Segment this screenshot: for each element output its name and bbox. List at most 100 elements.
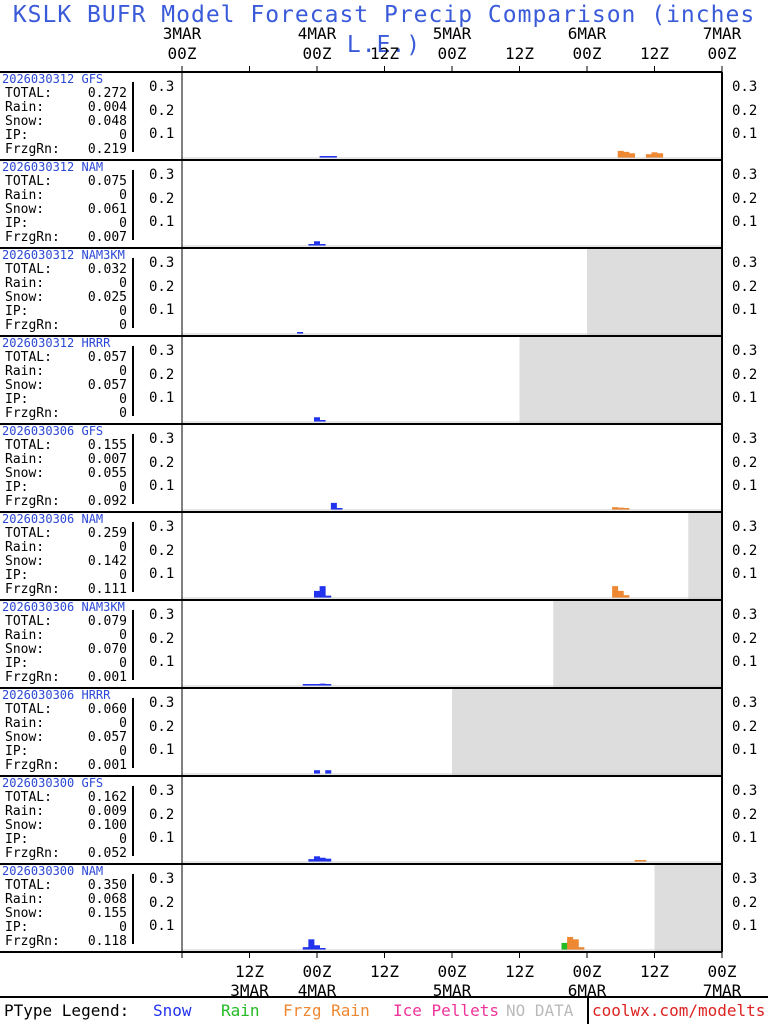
stat-value: 0.070 bbox=[87, 642, 127, 657]
y-tick-right: 0.3 bbox=[732, 254, 758, 271]
stat-value: 0 bbox=[119, 716, 127, 731]
stat-value: 0.001 bbox=[87, 758, 127, 773]
precip-bar bbox=[623, 595, 630, 598]
stat-label: FrzgRn: bbox=[5, 934, 60, 949]
stat-row-snow: Snow: 0.142 bbox=[5, 555, 127, 569]
stat-row-frzg: FrzgRn: 0.092 bbox=[5, 495, 127, 509]
stat-label: Rain: bbox=[5, 452, 45, 467]
precip-bar bbox=[302, 684, 309, 686]
stat-row-snow: Snow: 0.055 bbox=[5, 467, 127, 481]
y-tick-left: 0.3 bbox=[149, 254, 175, 271]
stat-label: Rain: bbox=[5, 540, 45, 555]
bottom-axis-date: 4MAR bbox=[297, 981, 337, 1000]
panel-run-label: 2026030306 NAM bbox=[2, 512, 104, 526]
stat-value: 0.068 bbox=[87, 892, 127, 907]
stat-value: 0 bbox=[119, 364, 127, 379]
stat-value: 0 bbox=[119, 392, 127, 407]
precip-bar bbox=[330, 156, 337, 158]
stat-label: Rain: bbox=[5, 716, 45, 731]
nodata-region bbox=[688, 512, 722, 600]
top-axis-time: 00Z bbox=[437, 44, 467, 63]
stat-row-frzg: FrzgRn: 0.111 bbox=[5, 583, 127, 597]
stat-label: IP: bbox=[5, 392, 29, 407]
y-tick-left: 0.3 bbox=[149, 782, 175, 799]
stat-row-frzg: FrzgRn: 0.001 bbox=[5, 759, 127, 773]
stat-label: TOTAL: bbox=[5, 262, 52, 277]
stat-row-rain: Rain: 0 bbox=[5, 541, 127, 555]
y-tick-right: 0.1 bbox=[732, 478, 758, 495]
y-tick-left: 0.2 bbox=[149, 278, 175, 295]
precip-bar bbox=[302, 947, 309, 950]
stat-value: 0 bbox=[119, 480, 127, 495]
panel-run-label: 2026030306 NAM3KM bbox=[2, 600, 125, 614]
stat-label: TOTAL: bbox=[5, 350, 52, 365]
stat-row-ip: IP: 0 bbox=[5, 481, 127, 495]
y-tick-right: 0.3 bbox=[732, 430, 758, 447]
bottom-axis-time: 12Z bbox=[235, 962, 264, 981]
panel-run-label: 2026030312 NAM3KM bbox=[2, 248, 125, 262]
y-tick-right: 0.1 bbox=[732, 302, 758, 319]
stat-row-frzg: FrzgRn: 0.052 bbox=[5, 847, 127, 861]
precip-bar bbox=[623, 151, 630, 158]
stat-row-snow: Snow: 0.048 bbox=[5, 115, 127, 129]
precip-bar bbox=[319, 683, 326, 686]
precip-bar bbox=[330, 502, 337, 510]
y-tick-right: 0.2 bbox=[732, 278, 758, 295]
y-tick-right: 0.2 bbox=[732, 454, 758, 471]
top-axis-date: 7MAR bbox=[702, 24, 742, 43]
stat-value: 0.350 bbox=[87, 878, 127, 893]
stat-value: 0.048 bbox=[87, 114, 127, 129]
top-axis-date: 6MAR bbox=[567, 24, 607, 43]
precip-bar bbox=[314, 770, 320, 774]
y-tick-right: 0.3 bbox=[732, 870, 758, 887]
bottom-axis-date: 7MAR bbox=[702, 981, 742, 1000]
precip-bar bbox=[612, 586, 619, 598]
stat-value: 0.219 bbox=[87, 142, 127, 157]
y-tick-left: 0.3 bbox=[149, 694, 175, 711]
stat-value: 0.100 bbox=[87, 818, 127, 833]
y-tick-right: 0.3 bbox=[732, 694, 758, 711]
bottom-axis-time: 12Z bbox=[505, 962, 534, 981]
stat-value: 0.004 bbox=[87, 100, 127, 115]
stat-label: TOTAL: bbox=[5, 878, 52, 893]
stat-value: 0 bbox=[119, 628, 127, 643]
y-tick-left: 0.1 bbox=[149, 478, 175, 495]
panel-run-label: 2026030306 GFS bbox=[2, 424, 104, 438]
bottom-axis-date: 3MAR bbox=[230, 981, 269, 1000]
stat-value: 0.155 bbox=[87, 438, 127, 453]
stat-value: 0.057 bbox=[87, 378, 127, 393]
y-tick-right: 0.3 bbox=[732, 342, 758, 359]
panel-run-label: 2026030300 NAM bbox=[2, 864, 104, 878]
y-tick-left: 0.1 bbox=[149, 830, 175, 847]
nodata-region bbox=[452, 688, 722, 776]
stat-row-total: TOTAL: 0.075 bbox=[5, 175, 127, 189]
precip-bar bbox=[319, 857, 326, 862]
site-link[interactable]: coolwx.com/modelts bbox=[592, 1001, 766, 1020]
top-axis-date: 3MAR bbox=[162, 24, 202, 43]
y-tick-right: 0.1 bbox=[732, 654, 758, 671]
y-tick-right: 0.2 bbox=[732, 542, 758, 559]
y-tick-left: 0.1 bbox=[149, 390, 175, 407]
stat-row-snow: Snow: 0.100 bbox=[5, 819, 127, 833]
stat-label: Snow: bbox=[5, 906, 45, 921]
y-tick-left: 0.1 bbox=[149, 742, 175, 759]
stat-value: 0.092 bbox=[87, 494, 127, 509]
stat-label: Rain: bbox=[5, 188, 45, 203]
precip-bar bbox=[617, 590, 624, 598]
stat-label: TOTAL: bbox=[5, 702, 52, 717]
top-axis-time: 00Z bbox=[302, 44, 332, 63]
stat-value: 0 bbox=[119, 304, 127, 319]
stat-value: 0 bbox=[119, 406, 127, 421]
stat-value: 0.075 bbox=[87, 174, 127, 189]
stat-value: 0.079 bbox=[87, 614, 127, 629]
panel-run-label: 2026030312 NAM bbox=[2, 160, 104, 174]
precip-bar bbox=[325, 684, 332, 686]
stat-row-ip: IP: 0 bbox=[5, 745, 127, 759]
stat-row-total: TOTAL: 0.079 bbox=[5, 615, 127, 629]
stat-label: TOTAL: bbox=[5, 526, 52, 541]
y-tick-right: 0.2 bbox=[732, 366, 758, 383]
panel-run-label: 2026030312 GFS bbox=[2, 72, 104, 86]
panel-run-label: 2026030312 HRRR bbox=[2, 336, 111, 350]
bottom-axis-time: 00Z bbox=[302, 962, 332, 981]
